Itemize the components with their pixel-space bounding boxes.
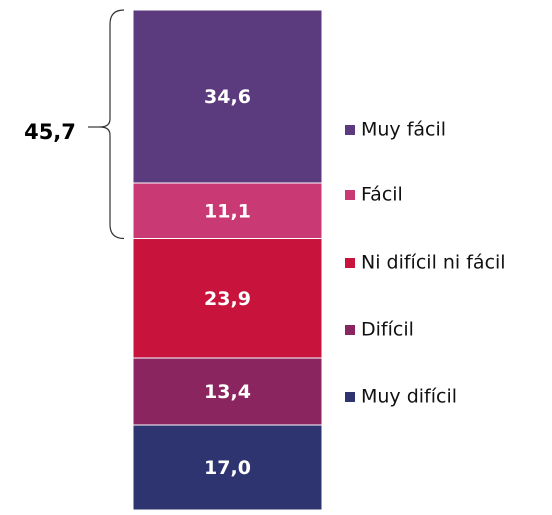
bar-segment <box>132 424 323 511</box>
legend-label: Ni difícil ni fácil <box>361 252 506 274</box>
value-label: 11,1 <box>204 200 251 222</box>
bar-segment <box>132 9 323 184</box>
value-label: 23,9 <box>204 288 251 310</box>
value-label: 13,4 <box>204 381 251 403</box>
legend-label: Difícil <box>361 319 414 341</box>
legend-swatch <box>345 125 355 135</box>
legend-swatch <box>345 325 355 335</box>
legend-label: Fácil <box>361 184 403 206</box>
legend-swatch <box>345 258 355 268</box>
bar-segment <box>132 357 323 426</box>
legend-swatch <box>345 190 355 200</box>
value-label: 17,0 <box>204 457 251 479</box>
legend-label: Muy difícil <box>361 386 457 408</box>
annotation: 45,7 <box>24 120 76 144</box>
legend-swatch <box>345 392 355 402</box>
bracket <box>99 9 125 240</box>
legend-label: Muy fácil <box>361 119 446 141</box>
value-label: 34,6 <box>204 86 251 108</box>
bar-segment <box>132 182 323 239</box>
